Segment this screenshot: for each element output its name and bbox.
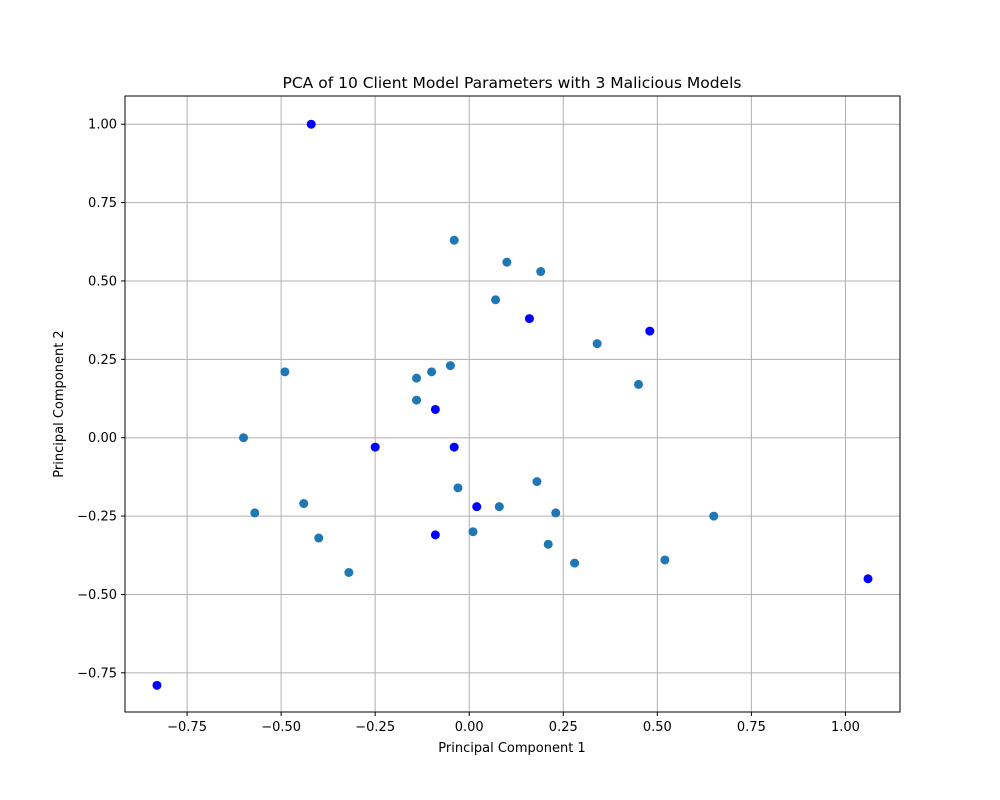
client-point [491, 295, 501, 305]
client-point [280, 367, 290, 377]
malicious-point [472, 502, 482, 512]
client-point [250, 508, 260, 518]
x-tick-label: −0.75 [167, 720, 207, 735]
y-axis-label: Principal Component 2 [52, 330, 67, 477]
client-point [412, 395, 422, 405]
malicious-point [306, 119, 316, 129]
client-point [344, 567, 354, 577]
client-point [445, 361, 455, 371]
x-tick-label: −0.25 [355, 720, 395, 735]
client-point [299, 499, 309, 509]
client-point [536, 267, 546, 277]
client-point [468, 527, 478, 537]
client-point [314, 533, 324, 543]
malicious-point [152, 680, 162, 690]
data-points [152, 119, 873, 690]
malicious-point [524, 314, 534, 324]
malicious-point [645, 326, 655, 336]
client-point [543, 539, 553, 549]
y-tick-label: 0.50 [88, 274, 117, 289]
y-tick-label: −0.50 [77, 588, 117, 603]
x-tick-label: −0.50 [261, 720, 301, 735]
malicious-point [430, 530, 440, 540]
chart-title: PCA of 10 Client Model Parameters with 3… [283, 74, 742, 92]
x-tick-label: 0.75 [737, 720, 766, 735]
plot-area-frame [124, 95, 901, 713]
client-point [453, 483, 463, 493]
client-point [532, 477, 542, 487]
client-point [551, 508, 561, 518]
client-point [660, 555, 670, 565]
x-axis-label: Principal Component 1 [438, 741, 585, 756]
malicious-point [449, 442, 459, 452]
client-point [494, 502, 504, 512]
y-tick-label: 0.75 [88, 196, 117, 211]
client-point [709, 511, 719, 521]
client-point [239, 433, 249, 443]
x-tick-label: 0.00 [455, 720, 484, 735]
client-point [449, 235, 459, 245]
client-point [592, 339, 602, 349]
y-tick-label: −0.25 [77, 510, 117, 525]
x-tick-label: 1.00 [831, 720, 860, 735]
malicious-point [430, 404, 440, 414]
client-point [502, 257, 512, 267]
axis-ticks: −0.75 −0.50 −0.25 0.00 0.25 0.50 0.75 1.00 −0.75… [77, 118, 860, 735]
malicious-point [370, 442, 380, 452]
client-point [570, 558, 580, 568]
y-tick-label: 0.00 [88, 431, 117, 446]
x-tick-label: 0.50 [643, 720, 672, 735]
malicious-point [863, 574, 873, 584]
y-tick-label: 1.00 [88, 118, 117, 133]
client-point [427, 367, 437, 377]
y-tick-label: 0.25 [88, 353, 117, 368]
y-tick-label: −0.75 [77, 666, 117, 681]
client-point [412, 373, 422, 383]
x-tick-label: 0.25 [549, 720, 578, 735]
client-point [634, 379, 644, 389]
